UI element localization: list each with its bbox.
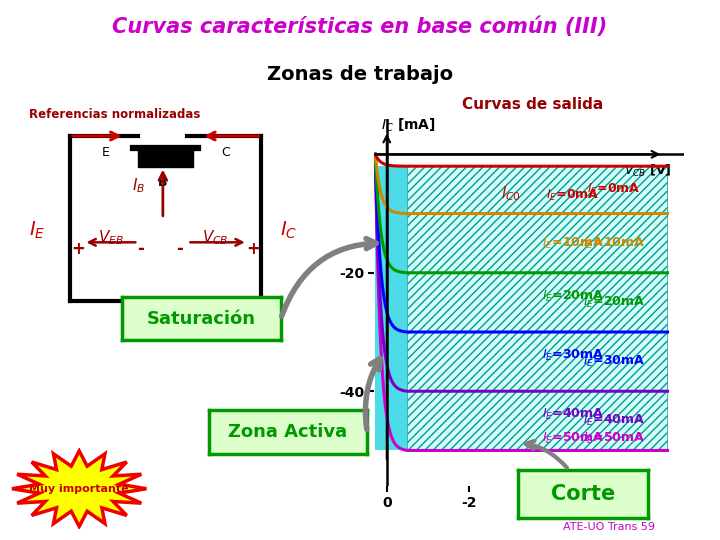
Text: Curvas de salida: Curvas de salida (462, 97, 603, 112)
Text: $I_E$=0mA: $I_E$=0mA (546, 188, 599, 204)
Text: C: C (222, 146, 230, 159)
Bar (375, 166, 408, 450)
Polygon shape (12, 451, 146, 526)
Text: $I_E$=50mA: $I_E$=50mA (582, 431, 645, 446)
Text: Zonas de trabajo: Zonas de trabajo (267, 65, 453, 84)
Text: $V_{CB}$: $V_{CB}$ (202, 228, 228, 247)
Text: -: - (176, 240, 183, 258)
Polygon shape (138, 148, 193, 167)
Text: $I_E$=50mA: $I_E$=50mA (541, 431, 603, 446)
Text: $I_C$ [mA]: $I_C$ [mA] (381, 116, 436, 133)
Text: E: E (102, 146, 109, 159)
Text: $I_E$=20mA: $I_E$=20mA (582, 295, 645, 310)
Text: Zona Activa: Zona Activa (228, 423, 348, 441)
Text: $I_E$=30mA: $I_E$=30mA (541, 348, 603, 363)
Text: Saturación: Saturación (147, 309, 256, 328)
Text: $I_E$=30mA: $I_E$=30mA (582, 354, 645, 369)
Bar (408, 166, 667, 450)
Text: Muy importante: Muy importante (30, 484, 129, 494)
Text: Curvas características en base común (III): Curvas características en base común (II… (112, 16, 608, 37)
Text: -: - (138, 240, 145, 258)
Text: $I_E$=0mA: $I_E$=0mA (587, 183, 641, 198)
Text: B: B (158, 176, 168, 189)
Text: ATE-UO Trans 59: ATE-UO Trans 59 (563, 522, 655, 532)
Text: +: + (71, 240, 85, 258)
Text: Corte: Corte (551, 484, 616, 504)
Text: $I_{C0}$: $I_{C0}$ (500, 184, 521, 202)
Text: $I_E$=40mA: $I_E$=40mA (582, 413, 645, 428)
Text: +: + (246, 240, 260, 258)
Bar (408, 166, 667, 450)
Text: $I_E$=20mA: $I_E$=20mA (541, 289, 603, 304)
Text: $I_E$=10mA: $I_E$=10mA (541, 235, 603, 251)
Text: $V_{CB}$ [V]: $V_{CB}$ [V] (624, 163, 672, 179)
Text: Referencias normalizadas: Referencias normalizadas (29, 108, 200, 121)
Text: $I_E$=10mA: $I_E$=10mA (582, 235, 645, 251)
Text: $I_C$: $I_C$ (280, 220, 297, 241)
Text: $I_B$: $I_B$ (132, 177, 145, 195)
Text: $I_E$=40mA: $I_E$=40mA (541, 407, 603, 422)
Text: $I_E$: $I_E$ (29, 220, 45, 241)
Text: $V_{EB}$: $V_{EB}$ (98, 228, 124, 247)
